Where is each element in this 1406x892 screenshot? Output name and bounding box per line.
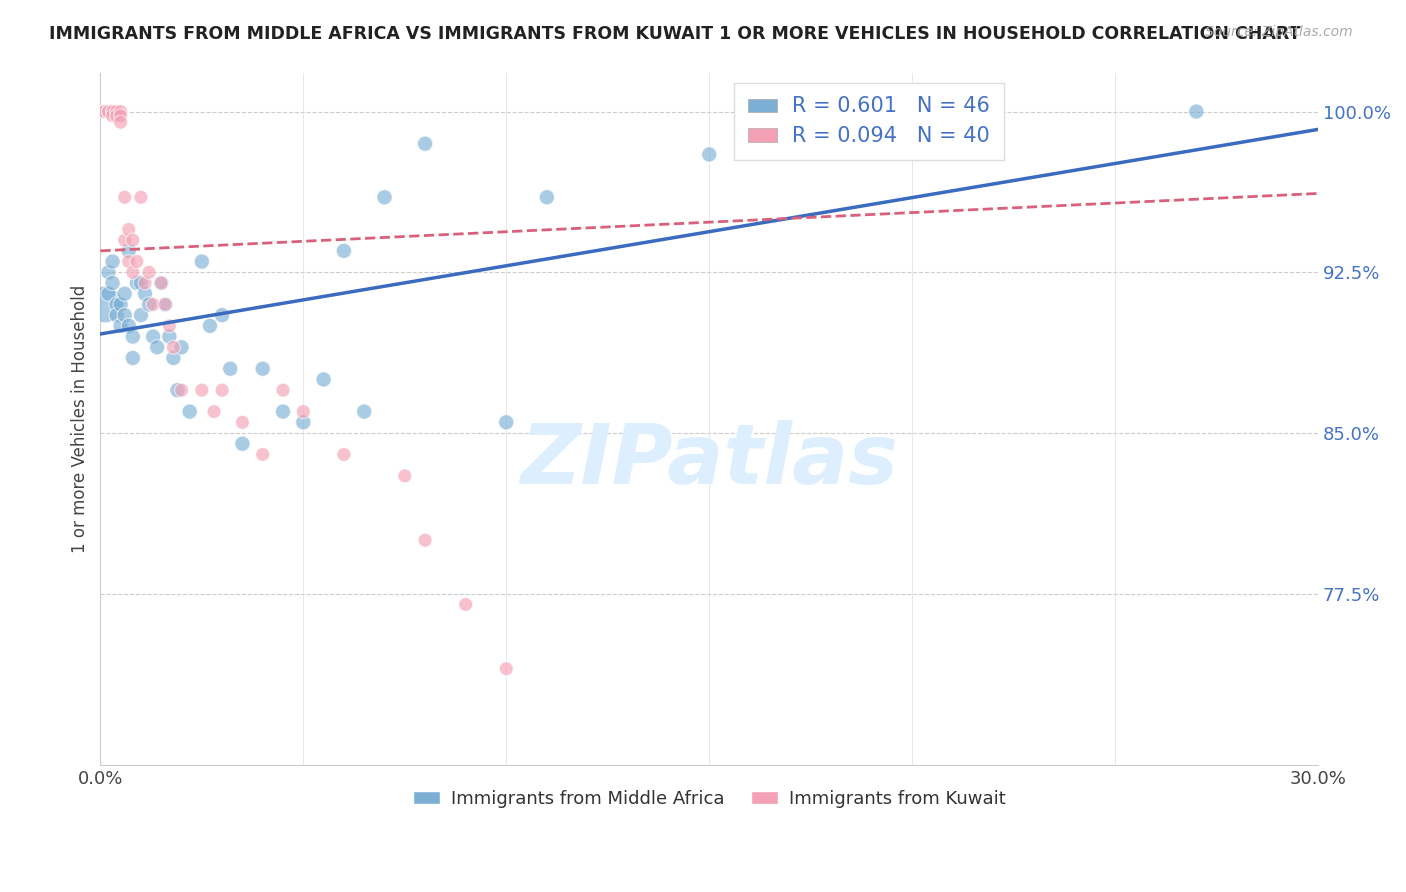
Point [536,190,558,204]
Point [252,361,274,376]
Point [105,104,128,119]
Point [129,190,152,204]
Point [211,383,233,397]
Point [97,104,120,119]
Y-axis label: 1 or more Vehicles in Household: 1 or more Vehicles in Household [72,285,89,553]
Point [118,244,141,258]
Point [118,222,141,236]
Point [166,383,188,397]
Point [292,415,315,429]
Point [413,533,436,548]
Point [134,286,156,301]
Point [105,308,128,322]
Point [93,104,115,119]
Point [101,109,124,123]
Point [142,297,165,311]
Point [191,254,214,268]
Text: IMMIGRANTS FROM MIDDLE AFRICA VS IMMIGRANTS FROM KUWAIT 1 OR MORE VEHICLES IN HO: IMMIGRANTS FROM MIDDLE AFRICA VS IMMIGRA… [49,25,1301,43]
Point [114,233,136,247]
Point [97,265,120,279]
Point [150,276,173,290]
Point [110,115,132,129]
Point [252,447,274,461]
Point [191,383,214,397]
Point [121,351,143,365]
Point [101,104,124,119]
Point [125,276,148,290]
Point [101,276,124,290]
Point [170,340,193,354]
Point [292,404,315,418]
Point [150,276,173,290]
Point [333,447,356,461]
Point [157,318,180,333]
Point [219,361,242,376]
Point [394,469,416,483]
Point [125,254,148,268]
Point [157,329,180,343]
Point [1185,104,1208,119]
Point [110,297,132,311]
Point [118,318,141,333]
Point [138,297,160,311]
Point [114,190,136,204]
Point [198,318,221,333]
Point [373,190,395,204]
Point [110,104,132,119]
Point [170,383,193,397]
Point [697,147,720,161]
Point [105,297,128,311]
Point [271,383,294,397]
Point [118,254,141,268]
Point [333,244,356,258]
Point [97,286,120,301]
Point [271,404,294,418]
Point [146,340,169,354]
Point [231,415,253,429]
Text: ZIPatlas: ZIPatlas [520,420,898,501]
Legend: Immigrants from Middle Africa, Immigrants from Kuwait: Immigrants from Middle Africa, Immigrant… [405,782,1014,815]
Point [93,104,115,119]
Point [129,308,152,322]
Point [121,329,143,343]
Point [142,329,165,343]
Point [413,136,436,151]
Text: Source: ZipAtlas.com: Source: ZipAtlas.com [1205,25,1353,39]
Point [101,254,124,268]
Point [93,297,115,311]
Point [155,297,177,311]
Point [114,286,136,301]
Point [162,340,184,354]
Point [105,109,128,123]
Point [162,351,184,365]
Point [495,662,517,676]
Point [121,233,143,247]
Point [231,436,253,450]
Point [97,104,120,119]
Point [202,404,225,418]
Point [138,265,160,279]
Point [211,308,233,322]
Point [454,598,477,612]
Point [101,104,124,119]
Point [495,415,517,429]
Point [121,265,143,279]
Point [353,404,375,418]
Point [110,109,132,123]
Point [155,297,177,311]
Point [114,308,136,322]
Point [129,276,152,290]
Point [110,318,132,333]
Point [134,276,156,290]
Point [312,372,335,386]
Point [179,404,201,418]
